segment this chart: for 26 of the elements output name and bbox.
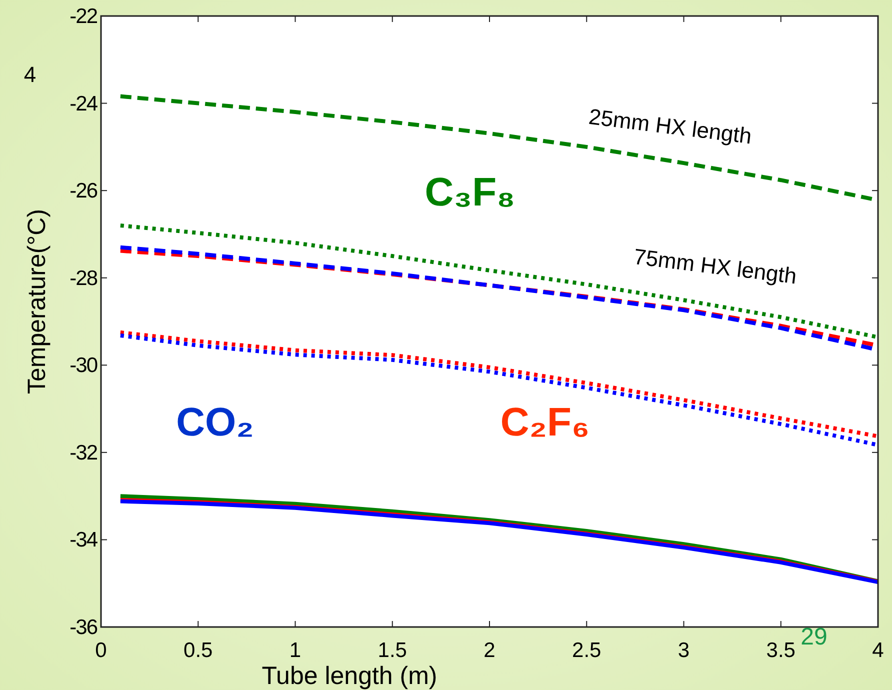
x-tick-label: 0.5: [184, 639, 213, 662]
x-tick-label: 1: [289, 639, 302, 662]
y-tick-label: -36: [70, 616, 98, 639]
text: 4: [24, 62, 36, 87]
annotation: CO₂: [176, 400, 254, 445]
annotation: C₂F₆: [500, 400, 590, 445]
annotation: C₃F₈: [424, 170, 516, 215]
x-tick-label: 2: [484, 639, 496, 662]
y-tick-label: -32: [70, 441, 98, 464]
x-tick-label: 0: [95, 639, 107, 662]
x-tick-label: 3: [678, 639, 690, 662]
x-tick-label: 2.5: [572, 639, 602, 662]
y-tick-label: -26: [70, 180, 98, 203]
y-tick-label: -34: [70, 528, 98, 552]
y-tick-label: -24: [70, 92, 98, 116]
y-tick-label: -30: [70, 354, 98, 378]
y-tick-label: -28: [70, 266, 98, 290]
x-tick-label: 3.5: [766, 639, 796, 662]
annotation: 25mm HX length: [587, 104, 754, 149]
x-tick-label: 1.5: [378, 639, 407, 662]
annotation: 29: [800, 623, 828, 650]
y-tick-label: -22: [70, 5, 98, 28]
annotation: 75mm HX length: [632, 244, 798, 289]
x-tick-label: 4: [872, 639, 884, 662]
x-axis-title: Tube length (m): [262, 662, 438, 690]
y-axis-title: Temperature(°C): [23, 208, 51, 394]
